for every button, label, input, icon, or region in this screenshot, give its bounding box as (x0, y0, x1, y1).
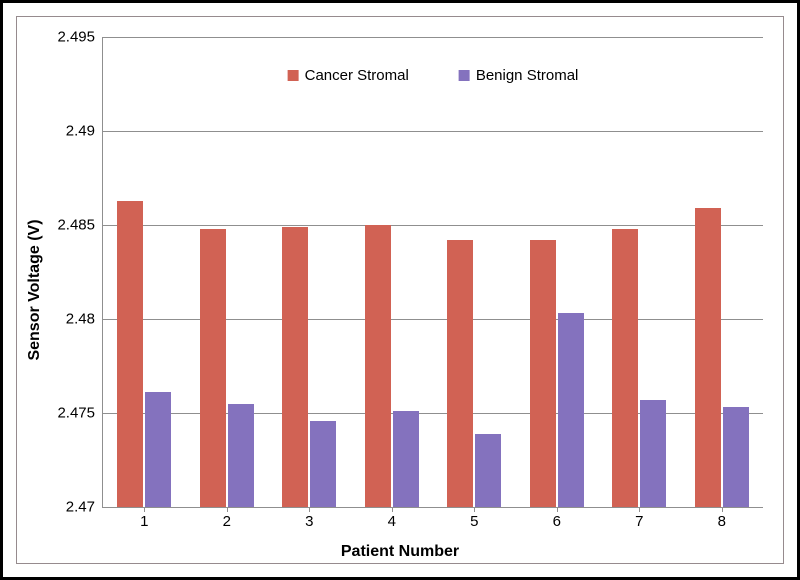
y-tick-label: 2.47 (66, 499, 103, 516)
bar-cancer-stromal (447, 240, 473, 507)
outer-frame: Sensor Voltage (V) Cancer Stromal Benign… (0, 0, 800, 580)
x-tick-label: 4 (388, 507, 396, 530)
bar-benign-stromal (475, 434, 501, 507)
bar-benign-stromal (393, 411, 419, 507)
x-axis-title: Patient Number (341, 543, 459, 561)
x-tick-label: 7 (635, 507, 643, 530)
bar-benign-stromal (228, 404, 254, 507)
bar-cancer-stromal (117, 201, 143, 507)
y-tick-label: 2.485 (57, 217, 103, 234)
bar-cancer-stromal (612, 229, 638, 507)
legend: Cancer Stromal Benign Stromal (288, 67, 579, 84)
square-icon (288, 70, 299, 81)
bar-cancer-stromal (695, 208, 721, 507)
bar-cancer-stromal (530, 240, 556, 507)
y-tick-label: 2.48 (66, 311, 103, 328)
gridline (103, 131, 763, 132)
square-icon (459, 70, 470, 81)
legend-item-benign-stromal: Benign Stromal (459, 67, 579, 84)
y-axis-title: Sensor Voltage (V) (26, 219, 44, 360)
y-tick-label: 2.49 (66, 123, 103, 140)
bar-benign-stromal (723, 407, 749, 507)
bar-cancer-stromal (200, 229, 226, 507)
gridline (103, 37, 763, 38)
bar-cancer-stromal (365, 225, 391, 507)
y-tick-label: 2.495 (57, 29, 103, 46)
x-tick-label: 5 (470, 507, 478, 530)
legend-label: Cancer Stromal (305, 67, 409, 84)
x-tick-label: 8 (718, 507, 726, 530)
x-tick-label: 6 (553, 507, 561, 530)
x-tick-label: 1 (140, 507, 148, 530)
bar-cancer-stromal (282, 227, 308, 507)
inner-frame: Sensor Voltage (V) Cancer Stromal Benign… (16, 16, 784, 564)
y-tick-label: 2.475 (57, 405, 103, 422)
gridline (103, 225, 763, 226)
bar-benign-stromal (640, 400, 666, 507)
plot-area: Cancer Stromal Benign Stromal 2.472.4752… (102, 37, 763, 508)
bar-benign-stromal (558, 313, 584, 507)
legend-item-cancer-stromal: Cancer Stromal (288, 67, 409, 84)
bar-benign-stromal (310, 421, 336, 507)
x-tick-label: 2 (223, 507, 231, 530)
x-tick-label: 3 (305, 507, 313, 530)
bar-benign-stromal (145, 392, 171, 507)
legend-label: Benign Stromal (476, 67, 579, 84)
